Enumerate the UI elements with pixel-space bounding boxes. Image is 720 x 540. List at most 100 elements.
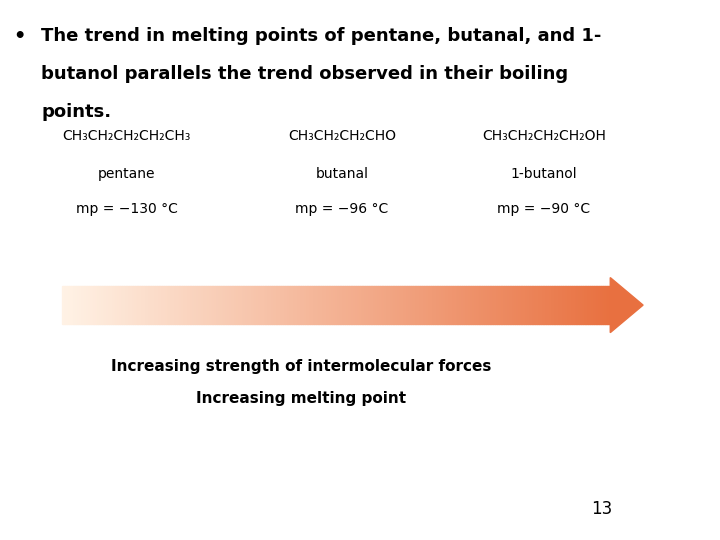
Bar xyxy=(169,286,171,324)
Bar xyxy=(416,286,418,324)
Bar xyxy=(550,286,552,324)
Bar xyxy=(213,286,215,324)
Bar xyxy=(290,286,292,324)
Bar xyxy=(526,286,528,324)
Bar xyxy=(588,286,590,324)
Bar xyxy=(372,286,374,324)
Bar xyxy=(487,286,490,324)
Bar xyxy=(448,286,449,324)
Bar xyxy=(330,286,332,324)
Bar xyxy=(579,286,581,324)
Bar xyxy=(221,286,222,324)
Bar xyxy=(398,286,400,324)
Bar xyxy=(402,286,404,324)
Bar xyxy=(117,286,118,324)
Bar xyxy=(294,286,296,324)
Bar xyxy=(365,286,367,324)
Text: butanal: butanal xyxy=(315,167,369,181)
Bar xyxy=(261,286,263,324)
Bar xyxy=(175,286,177,324)
Bar xyxy=(364,286,365,324)
Bar xyxy=(510,286,511,324)
Bar xyxy=(391,286,392,324)
Bar xyxy=(125,286,127,324)
Bar xyxy=(356,286,358,324)
Bar xyxy=(605,286,606,324)
Bar xyxy=(76,286,78,324)
Bar xyxy=(67,286,69,324)
Text: Increasing strength of intermolecular forces: Increasing strength of intermolecular fo… xyxy=(111,359,491,374)
Bar xyxy=(239,286,240,324)
Bar xyxy=(497,286,499,324)
Text: Increasing melting point: Increasing melting point xyxy=(196,392,406,407)
Bar xyxy=(100,286,102,324)
Bar xyxy=(446,286,448,324)
Bar xyxy=(130,286,131,324)
Bar xyxy=(250,286,252,324)
Bar xyxy=(73,286,74,324)
Bar xyxy=(210,286,212,324)
Text: points.: points. xyxy=(41,103,111,120)
Bar xyxy=(113,286,114,324)
Bar xyxy=(503,286,504,324)
Bar xyxy=(409,286,411,324)
Bar xyxy=(484,286,486,324)
Bar xyxy=(387,286,389,324)
Text: mp = −96 °C: mp = −96 °C xyxy=(295,202,389,216)
Bar xyxy=(114,286,117,324)
Text: pentane: pentane xyxy=(98,167,156,181)
Bar xyxy=(423,286,426,324)
Text: mp = −90 °C: mp = −90 °C xyxy=(498,202,590,216)
Bar xyxy=(292,286,294,324)
Bar xyxy=(531,286,534,324)
Bar xyxy=(428,286,429,324)
Bar xyxy=(500,286,503,324)
Bar xyxy=(435,286,436,324)
Bar xyxy=(300,286,301,324)
Bar xyxy=(480,286,482,324)
Bar xyxy=(361,286,364,324)
Bar xyxy=(310,286,312,324)
Bar xyxy=(371,286,372,324)
Bar xyxy=(284,286,287,324)
Bar xyxy=(305,286,307,324)
Bar xyxy=(564,286,567,324)
Bar xyxy=(440,286,442,324)
Bar xyxy=(563,286,564,324)
Bar xyxy=(408,286,409,324)
Bar xyxy=(426,286,428,324)
Bar xyxy=(74,286,76,324)
Bar xyxy=(572,286,574,324)
Bar xyxy=(253,286,256,324)
Bar xyxy=(598,286,599,324)
Bar xyxy=(133,286,135,324)
Bar xyxy=(472,286,473,324)
Bar xyxy=(473,286,475,324)
Bar xyxy=(228,286,230,324)
Bar xyxy=(343,286,345,324)
Bar xyxy=(314,286,316,324)
Bar xyxy=(151,286,153,324)
Bar xyxy=(307,286,308,324)
Bar xyxy=(195,286,197,324)
Bar xyxy=(396,286,398,324)
Bar xyxy=(537,286,539,324)
Text: CH₃CH₂CH₂CH₂CH₃: CH₃CH₂CH₂CH₂CH₃ xyxy=(63,129,191,143)
Bar xyxy=(202,286,204,324)
Bar xyxy=(554,286,555,324)
Bar xyxy=(320,286,321,324)
Bar xyxy=(168,286,169,324)
Bar xyxy=(296,286,297,324)
Bar xyxy=(467,286,469,324)
Bar xyxy=(358,286,360,324)
Bar xyxy=(543,286,544,324)
Bar xyxy=(601,286,603,324)
Bar xyxy=(385,286,387,324)
Bar xyxy=(256,286,257,324)
Bar xyxy=(138,286,140,324)
Bar xyxy=(486,286,487,324)
Bar xyxy=(184,286,186,324)
Bar xyxy=(201,286,202,324)
Bar xyxy=(107,286,109,324)
Bar xyxy=(153,286,155,324)
